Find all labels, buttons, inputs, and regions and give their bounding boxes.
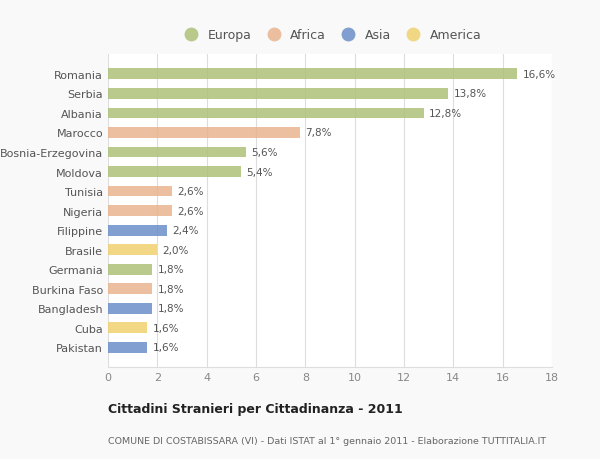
Text: 5,6%: 5,6% bbox=[251, 148, 278, 157]
Bar bbox=[108, 108, 424, 119]
Text: 1,8%: 1,8% bbox=[157, 265, 184, 274]
Text: Cittadini Stranieri per Cittadinanza - 2011: Cittadini Stranieri per Cittadinanza - 2… bbox=[108, 403, 403, 415]
Bar bbox=[108, 186, 172, 197]
Bar bbox=[108, 225, 167, 236]
Bar bbox=[108, 128, 301, 139]
Text: 1,8%: 1,8% bbox=[157, 284, 184, 294]
Text: 16,6%: 16,6% bbox=[523, 70, 556, 79]
Bar bbox=[108, 245, 157, 256]
Bar bbox=[108, 284, 152, 295]
Bar bbox=[108, 342, 148, 353]
Text: 13,8%: 13,8% bbox=[454, 89, 487, 99]
Text: 2,6%: 2,6% bbox=[177, 206, 203, 216]
Text: 5,4%: 5,4% bbox=[246, 167, 272, 177]
Bar bbox=[108, 147, 246, 158]
Text: 2,6%: 2,6% bbox=[177, 187, 203, 196]
Bar bbox=[108, 323, 148, 334]
Bar bbox=[108, 167, 241, 178]
Bar bbox=[108, 206, 172, 217]
Text: 1,8%: 1,8% bbox=[157, 304, 184, 313]
Text: 12,8%: 12,8% bbox=[428, 109, 462, 118]
Legend: Europa, Africa, Asia, America: Europa, Africa, Asia, America bbox=[173, 24, 487, 47]
Text: 2,0%: 2,0% bbox=[162, 245, 188, 255]
Text: 2,4%: 2,4% bbox=[172, 226, 199, 235]
Text: 1,6%: 1,6% bbox=[152, 323, 179, 333]
Text: 1,6%: 1,6% bbox=[152, 343, 179, 353]
Text: 7,8%: 7,8% bbox=[305, 128, 332, 138]
Bar bbox=[108, 303, 152, 314]
Bar bbox=[108, 69, 517, 80]
Text: COMUNE DI COSTABISSARA (VI) - Dati ISTAT al 1° gennaio 2011 - Elaborazione TUTTI: COMUNE DI COSTABISSARA (VI) - Dati ISTAT… bbox=[108, 436, 546, 445]
Bar bbox=[108, 89, 448, 100]
Bar bbox=[108, 264, 152, 275]
